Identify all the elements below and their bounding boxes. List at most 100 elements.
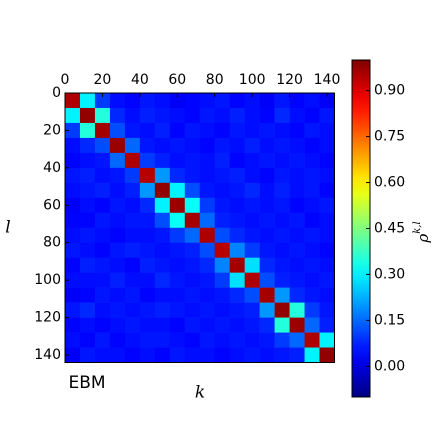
heatmap-cell xyxy=(214,347,230,363)
heatmap-cell xyxy=(169,93,186,109)
heatmap-cell xyxy=(274,302,290,318)
heatmap-cell xyxy=(139,182,156,199)
heatmap-cell xyxy=(274,287,290,303)
heatmap-cell xyxy=(154,302,171,318)
heatmap-cell xyxy=(65,287,81,303)
heatmap-cell xyxy=(274,332,290,348)
heatmap-cell xyxy=(184,257,201,273)
heatmap-cell xyxy=(184,107,201,124)
heatmap-cell xyxy=(184,302,201,318)
heatmap-cell xyxy=(94,272,111,288)
heatmap-cell xyxy=(244,167,260,184)
heatmap-cell xyxy=(169,332,186,348)
heatmap-cell xyxy=(319,107,335,124)
heatmap-cell xyxy=(289,317,305,333)
heatmap-cell xyxy=(244,332,260,348)
heatmap-cell xyxy=(259,152,275,169)
heatmap-cell xyxy=(304,332,320,348)
heatmap-cell xyxy=(289,137,305,154)
heatmap-cell xyxy=(229,257,245,273)
heatmap-cell xyxy=(109,93,126,109)
heatmap-cell xyxy=(319,257,335,273)
heatmap-cell xyxy=(79,257,96,273)
heatmap-cell xyxy=(79,93,96,109)
heatmap-cell xyxy=(65,272,81,288)
heatmap-cell xyxy=(214,317,230,333)
heatmap-cell xyxy=(229,302,245,318)
heatmap-cell xyxy=(184,317,201,333)
heatmap-cell xyxy=(154,152,171,169)
heatmap-cell xyxy=(259,122,275,139)
heatmap-cell xyxy=(79,347,96,363)
heatmap-cell xyxy=(139,257,156,273)
x-tick-label: 40 xyxy=(131,72,149,88)
heatmap-cell xyxy=(214,152,230,169)
heatmap-cell xyxy=(259,93,275,109)
heatmap-cell xyxy=(259,197,275,214)
y-tick-label: 140 xyxy=(34,347,61,363)
heatmap-cell xyxy=(124,182,141,199)
heatmap-cell xyxy=(229,332,245,348)
heatmap-cell xyxy=(244,107,260,124)
heatmap-cell xyxy=(124,302,141,318)
heatmap-cell xyxy=(259,332,275,348)
heatmap-cell xyxy=(214,332,230,348)
heatmap-cell xyxy=(199,242,216,258)
heatmap-cell xyxy=(274,182,290,199)
heatmap-cell xyxy=(65,317,81,333)
colorbar-tick-label: 0.15 xyxy=(374,312,405,328)
heatmap-cell xyxy=(304,287,320,303)
heatmap-cell xyxy=(274,152,290,169)
heatmap-cell xyxy=(304,257,320,273)
heatmap-cell xyxy=(259,242,275,258)
heatmap-cell xyxy=(289,347,305,363)
heatmap-cell xyxy=(244,227,260,244)
x-tick-label: 0 xyxy=(61,72,70,88)
heatmap-cell xyxy=(184,182,201,199)
heatmap-cell xyxy=(199,197,216,214)
heatmap-cell xyxy=(229,197,245,214)
heatmap-cell xyxy=(244,272,260,288)
heatmap-cell xyxy=(244,93,260,109)
heatmap-cell xyxy=(214,197,230,214)
heatmap-cell xyxy=(259,302,275,318)
heatmap-cell xyxy=(319,347,335,363)
heatmap-cell xyxy=(229,212,245,229)
heatmap-cell xyxy=(214,257,230,273)
heatmap-cell xyxy=(169,317,186,333)
heatmap-cell xyxy=(154,257,171,273)
heatmap-cell xyxy=(214,167,230,184)
heatmap-cell xyxy=(199,272,216,288)
heatmap-cell xyxy=(154,242,171,258)
heatmap-cell xyxy=(124,107,141,124)
heatmap-cell xyxy=(229,182,245,199)
heatmap-cell xyxy=(124,167,141,184)
heatmap-cell xyxy=(289,272,305,288)
heatmap-cell xyxy=(154,332,171,348)
heatmap-cell xyxy=(65,227,81,244)
y-tick-label: 40 xyxy=(43,160,61,176)
heatmap-cell xyxy=(154,137,171,154)
heatmap-cell xyxy=(274,212,290,229)
heatmap-cell xyxy=(154,317,171,333)
heatmap-cell xyxy=(65,182,81,199)
heatmap-cell xyxy=(65,122,81,139)
heatmap-cell xyxy=(94,317,111,333)
heatmap-cell xyxy=(79,182,96,199)
heatmap-cell xyxy=(289,152,305,169)
heatmap-cell xyxy=(259,107,275,124)
x-tick-label: 120 xyxy=(276,72,303,88)
heatmap-cell xyxy=(244,317,260,333)
heatmap-cell xyxy=(214,137,230,154)
heatmap-cell xyxy=(169,137,186,154)
heatmap-cell xyxy=(199,332,216,348)
heatmap-cell xyxy=(244,182,260,199)
heatmap-cell xyxy=(289,332,305,348)
heatmap-cell xyxy=(184,332,201,348)
heatmap-cell xyxy=(319,287,335,303)
x-tick-label: 20 xyxy=(94,72,112,88)
heatmap-cell xyxy=(65,347,81,363)
heatmap-cell xyxy=(244,122,260,139)
heatmap-cell xyxy=(184,152,201,169)
